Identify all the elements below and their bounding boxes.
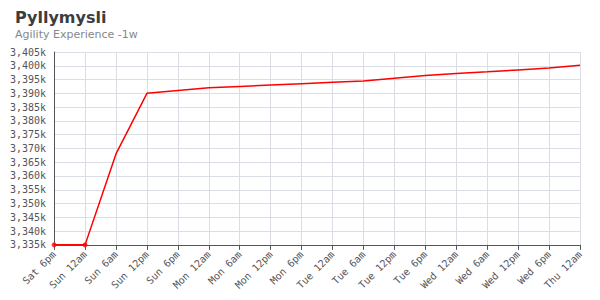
svg-text:Agility Experience -1w: Agility Experience -1w (15, 28, 138, 41)
svg-text:Wed 6pm: Wed 6pm (515, 249, 553, 287)
svg-text:Wed 6am: Wed 6am (453, 249, 492, 287)
svg-text:Tue 12am: Tue 12am (295, 249, 337, 291)
svg-text:Mon 6am: Mon 6am (206, 249, 244, 287)
svg-text:Tue 6pm: Tue 6pm (391, 249, 430, 287)
svg-text:3,335k: 3,335k (10, 239, 46, 250)
svg-text:3,365k: 3,365k (10, 157, 46, 168)
svg-text:Wed 12am: Wed 12am (418, 249, 460, 291)
svg-text:3,360k: 3,360k (10, 170, 46, 181)
svg-text:Sun 12am: Sun 12am (47, 249, 89, 291)
svg-text:Wed 12pm: Wed 12pm (480, 249, 522, 291)
svg-text:3,380k: 3,380k (10, 115, 46, 126)
svg-text:3,390k: 3,390k (10, 88, 46, 99)
svg-text:Mon 6pm: Mon 6pm (268, 249, 306, 287)
svg-text:3,370k: 3,370k (10, 143, 46, 154)
svg-text:3,400k: 3,400k (10, 60, 46, 71)
svg-text:3,345k: 3,345k (10, 212, 46, 223)
svg-text:Thu 12am: Thu 12am (542, 249, 584, 291)
svg-text:3,340k: 3,340k (10, 226, 46, 237)
svg-text:Sun 6pm: Sun 6pm (144, 249, 182, 287)
svg-text:Mon 12pm: Mon 12pm (233, 249, 275, 291)
svg-text:3,385k: 3,385k (10, 102, 46, 113)
svg-text:3,350k: 3,350k (10, 198, 46, 209)
svg-text:3,405k: 3,405k (10, 47, 46, 58)
svg-text:Mon 12am: Mon 12am (171, 249, 213, 291)
svg-text:3,395k: 3,395k (10, 74, 46, 85)
svg-text:Sat 6pm: Sat 6pm (20, 249, 58, 287)
svg-text:Sun 6am: Sun 6am (82, 249, 120, 287)
svg-text:Pyllymysli: Pyllymysli (15, 8, 106, 27)
svg-text:3,355k: 3,355k (10, 184, 46, 195)
svg-text:3,375k: 3,375k (10, 129, 46, 140)
svg-text:Sun 12pm: Sun 12pm (109, 249, 151, 291)
svg-text:Tue 6am: Tue 6am (329, 249, 368, 287)
svg-text:Tue 12pm: Tue 12pm (356, 249, 398, 291)
